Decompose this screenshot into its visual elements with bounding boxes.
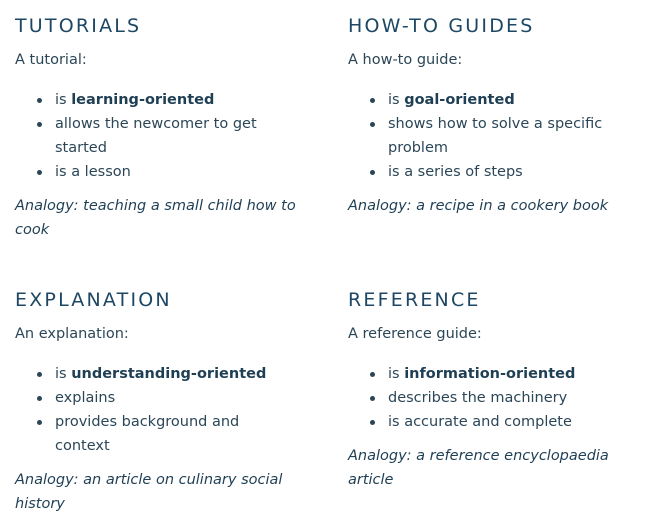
- point-text: is accurate and complete: [388, 414, 572, 430]
- point-prefix: is: [55, 92, 72, 108]
- list-item: is understanding-oriented: [15, 362, 290, 386]
- list-item: allows the newcomer to get started: [15, 112, 290, 160]
- reference-points: is information-oriented describes the ma…: [348, 362, 623, 434]
- explanation-analogy: Analogy: an article on culinary social h…: [15, 472, 283, 512]
- tutorials-points: is learning-oriented allows the newcomer…: [15, 88, 290, 184]
- list-item: provides background and context: [15, 410, 290, 458]
- explanation-section: EXPLANATION An explanation: is understan…: [15, 286, 325, 516]
- bullet-icon: [370, 372, 375, 377]
- tutorials-section: TUTORIALS A tutorial: is learning-orient…: [15, 12, 325, 242]
- bullet-icon: [37, 122, 42, 127]
- bullet-icon: [370, 396, 375, 401]
- tutorials-heading: TUTORIALS: [15, 15, 142, 37]
- point-text: provides background and context: [55, 414, 240, 454]
- bullet-icon: [37, 396, 42, 401]
- documentation-quadrants: TUTORIALS A tutorial: is learning-orient…: [15, 12, 658, 512]
- point-text: explains: [55, 390, 116, 406]
- bullet-icon: [37, 170, 42, 175]
- bullet-icon: [370, 122, 375, 127]
- list-item: is information-oriented: [348, 362, 623, 386]
- tutorials-intro: A tutorial:: [15, 52, 87, 68]
- point-emphasis: learning-oriented: [71, 92, 215, 108]
- reference-section: REFERENCE A reference guide: is informat…: [348, 286, 658, 492]
- tutorials-analogy: Analogy: teaching a small child how to c…: [15, 198, 296, 238]
- list-item: is accurate and complete: [348, 410, 623, 434]
- list-item: is learning-oriented: [15, 88, 290, 112]
- bullet-icon: [37, 98, 42, 103]
- point-prefix: is: [388, 366, 405, 382]
- point-text: allows the newcomer to get started: [55, 116, 257, 156]
- point-text: is a series of steps: [388, 164, 523, 180]
- point-text: is a lesson: [55, 164, 131, 180]
- point-prefix: is: [55, 366, 72, 382]
- explanation-intro: An explanation:: [15, 326, 129, 342]
- list-item: explains: [15, 386, 290, 410]
- point-text: describes the machinery: [388, 390, 568, 406]
- howto-intro: A how-to guide:: [348, 52, 463, 68]
- explanation-points: is understanding-oriented explains provi…: [15, 362, 290, 458]
- list-item: is goal-oriented: [348, 88, 623, 112]
- reference-heading: REFERENCE: [348, 289, 481, 311]
- list-item: is a lesson: [15, 160, 290, 184]
- howto-section: HOW-TO GUIDES A how-to guide: is goal-or…: [348, 12, 658, 218]
- howto-analogy: Analogy: a recipe in a cookery book: [348, 198, 609, 214]
- reference-intro: A reference guide:: [348, 326, 482, 342]
- point-emphasis: understanding-oriented: [71, 366, 267, 382]
- point-text: shows how to solve a specific problem: [388, 116, 603, 156]
- bullet-icon: [37, 420, 42, 425]
- bullet-icon: [370, 98, 375, 103]
- point-prefix: is: [388, 92, 405, 108]
- point-emphasis: goal-oriented: [404, 92, 515, 108]
- explanation-heading: EXPLANATION: [15, 289, 172, 311]
- bullet-icon: [370, 420, 375, 425]
- bullet-icon: [370, 170, 375, 175]
- list-item: describes the machinery: [348, 386, 623, 410]
- point-emphasis: information-oriented: [404, 366, 576, 382]
- howto-points: is goal-oriented shows how to solve a sp…: [348, 88, 623, 184]
- howto-heading: HOW-TO GUIDES: [348, 15, 535, 37]
- list-item: shows how to solve a specific problem: [348, 112, 623, 160]
- list-item: is a series of steps: [348, 160, 623, 184]
- bullet-icon: [37, 372, 42, 377]
- reference-analogy: Analogy: a reference encyclopaedia artic…: [348, 448, 609, 488]
